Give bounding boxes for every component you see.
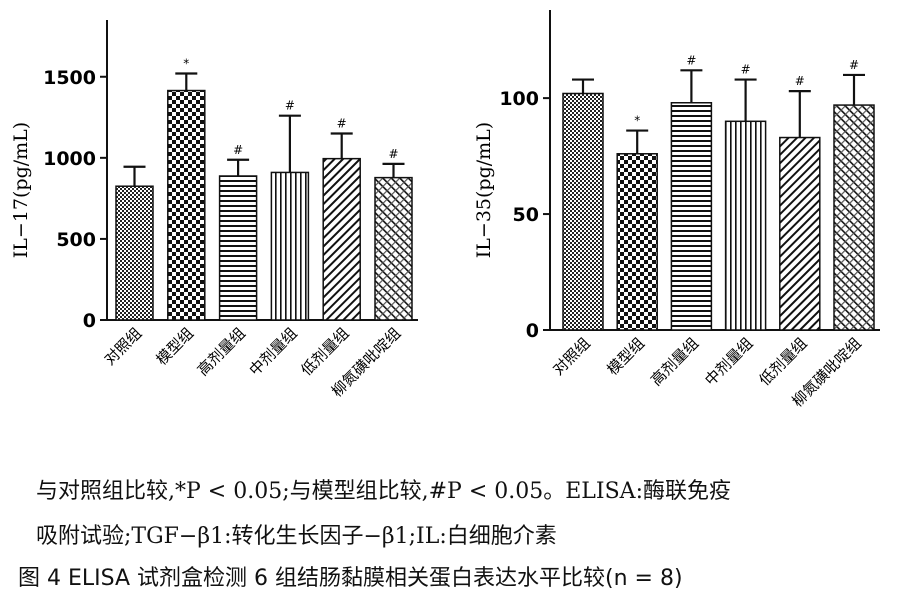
bar: [779, 136, 821, 331]
y-axis-title: IL−35(pg/mL): [473, 122, 495, 258]
category-label: 模型组: [153, 324, 198, 369]
bar: [374, 176, 413, 321]
bar: [218, 175, 258, 321]
y-tick-label: 0: [526, 320, 539, 342]
category-label: 模型组: [603, 334, 648, 379]
significance-mark: #: [849, 58, 859, 72]
significance-mark: #: [686, 53, 696, 67]
significance-mark: #: [741, 63, 751, 77]
y-axis-title: IL−17(pg/mL): [10, 122, 32, 258]
category-label: 对照组: [101, 324, 146, 369]
category-label: 中剂量组: [701, 334, 756, 389]
bar: [115, 185, 154, 321]
bar: [724, 120, 767, 331]
category-label: 对照组: [549, 334, 594, 379]
significance-mark: *: [634, 114, 640, 128]
category-label: 高剂量组: [647, 334, 702, 389]
significance-mark: #: [337, 117, 347, 131]
bar: [616, 153, 658, 331]
significance-mark: #: [285, 99, 295, 113]
figure-note-line-2: 吸附试验;TGF−β1:转化生长因子−β1;IL:白细胞介素: [36, 524, 557, 549]
il17-chart: 0 500 1000 1500 IL−17(pg/mL) 对照组 * 模型组 # 高剂量组 # 中剂量…: [10, 20, 418, 400]
category-label: 高剂量组: [194, 324, 249, 379]
figure-caption: 图 4 ELISA 试剂盒检测 6 组结肠黏膜相关蛋白表达水平比较(n = 8): [18, 566, 683, 591]
category-label: 低剂量组: [755, 334, 810, 389]
significance-mark: *: [183, 57, 189, 71]
bar: [167, 89, 206, 321]
y-tick-label: 50: [513, 204, 539, 226]
significance-mark: #: [233, 143, 243, 157]
bar: [270, 171, 310, 321]
y-tick-label: 1500: [43, 67, 96, 89]
y-tick-label: 0: [83, 310, 96, 332]
category-label: 中剂量组: [246, 324, 301, 379]
significance-mark: #: [795, 74, 805, 88]
significance-mark: #: [388, 147, 398, 161]
figure-note-line-1: 与对照组比较,*P < 0.05;与模型组比较,#P < 0.05。ELISA:…: [36, 479, 731, 504]
bar: [562, 92, 604, 331]
y-tick-label: 100: [499, 88, 539, 110]
bar: [322, 157, 361, 321]
y-tick-label: 1000: [43, 148, 96, 170]
bar: [833, 104, 875, 331]
y-tick-label: 500: [56, 229, 96, 251]
bar: [670, 102, 713, 331]
